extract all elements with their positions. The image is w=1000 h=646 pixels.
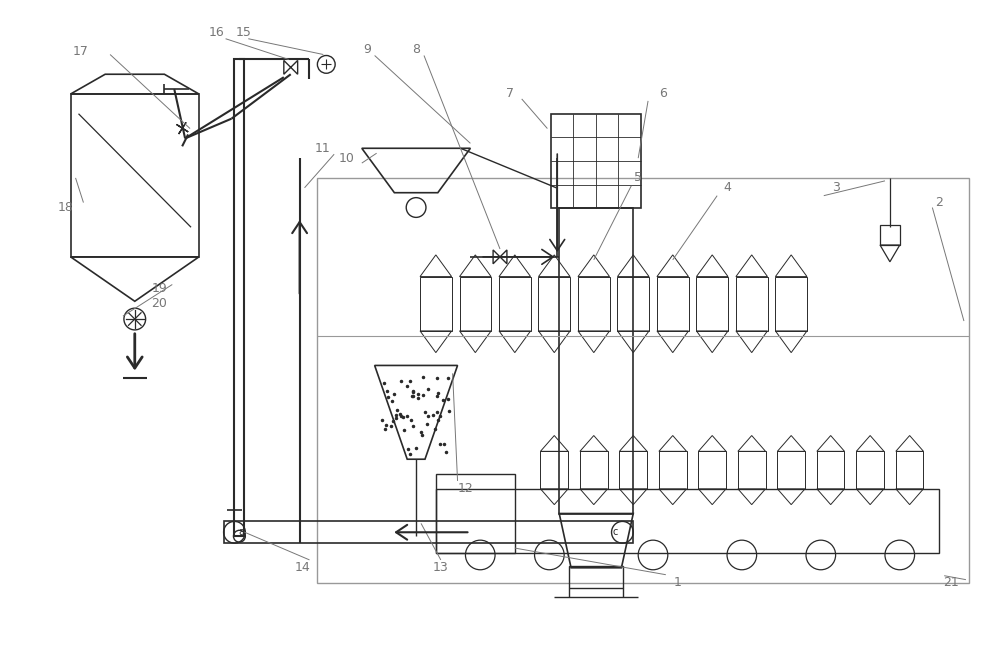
Bar (420, 276, 452, 331)
Text: 20: 20 (152, 297, 167, 310)
Text: 2: 2 (935, 196, 943, 209)
Bar (538, 276, 570, 331)
Bar (880, 225, 900, 245)
Bar (738, 452, 766, 489)
Bar (856, 452, 884, 489)
Bar (659, 452, 687, 489)
Bar (499, 276, 531, 331)
Bar (580, 452, 608, 489)
Bar (317, 178, 969, 583)
Bar (775, 276, 807, 331)
Bar (436, 474, 515, 553)
Text: 13: 13 (433, 561, 449, 574)
Bar (436, 489, 939, 553)
Bar (619, 452, 647, 489)
Bar (896, 452, 923, 489)
Bar (460, 276, 491, 331)
Text: 16: 16 (209, 26, 225, 39)
Text: 17: 17 (73, 45, 88, 58)
Text: 1: 1 (674, 576, 682, 589)
Bar (551, 114, 641, 207)
Text: 6: 6 (659, 87, 667, 101)
Bar (617, 276, 649, 331)
Text: 5: 5 (634, 171, 642, 184)
Bar (657, 276, 689, 331)
Bar (736, 276, 768, 331)
Text: 3: 3 (832, 182, 840, 194)
Text: 14: 14 (295, 561, 310, 574)
Text: 9: 9 (363, 43, 371, 56)
Text: 18: 18 (58, 201, 74, 214)
Bar (224, 521, 633, 543)
Bar (777, 452, 805, 489)
Text: 11: 11 (314, 141, 330, 155)
Bar (540, 452, 568, 489)
Text: 4: 4 (723, 182, 731, 194)
Text: 21: 21 (943, 576, 959, 589)
Bar (71, 94, 199, 257)
Text: 8: 8 (412, 43, 420, 56)
Bar (559, 207, 633, 514)
Text: 10: 10 (339, 152, 355, 165)
Bar (698, 452, 726, 489)
Bar (569, 566, 623, 588)
Text: c: c (613, 527, 618, 537)
Bar (817, 452, 844, 489)
Text: a: a (238, 527, 244, 537)
Text: 15: 15 (235, 26, 251, 39)
Text: 19: 19 (152, 282, 167, 295)
Bar (578, 276, 610, 331)
Bar (234, 59, 244, 536)
Text: 12: 12 (458, 483, 473, 495)
Bar (696, 276, 728, 331)
Text: 7: 7 (506, 87, 514, 101)
